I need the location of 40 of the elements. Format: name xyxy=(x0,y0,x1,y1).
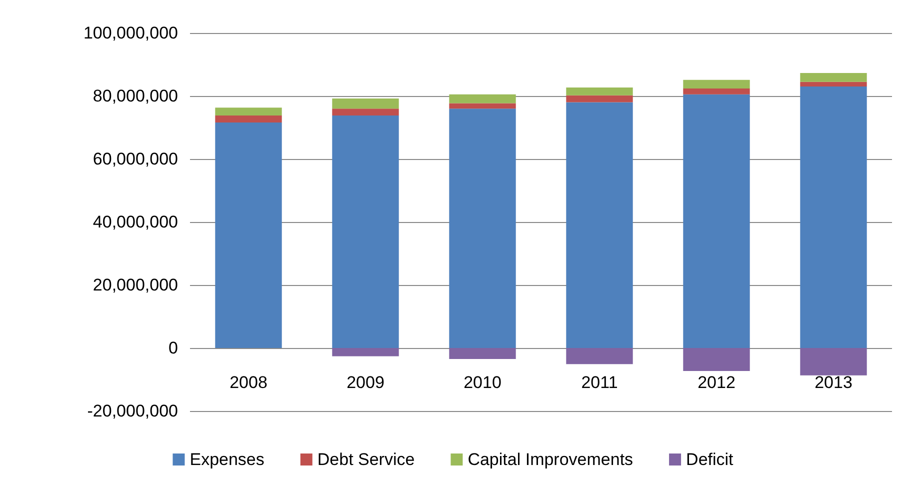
y-tick-label: 40,000,000 xyxy=(92,212,178,232)
y-tick-label: -20,000,000 xyxy=(87,402,178,420)
legend-label: Debt Service xyxy=(317,450,415,469)
bar xyxy=(800,348,867,376)
bar xyxy=(449,108,516,348)
bar xyxy=(449,94,516,104)
bar xyxy=(449,348,516,360)
y-tick-label: 100,000,000 xyxy=(83,24,178,42)
bar xyxy=(683,94,750,348)
bar xyxy=(332,98,399,109)
bar xyxy=(800,82,867,87)
x-tick-label: 2013 xyxy=(814,373,852,392)
bar xyxy=(332,108,399,116)
y-tick-label: 20,000,000 xyxy=(92,276,178,294)
bar xyxy=(566,87,633,96)
bar xyxy=(215,108,282,116)
bar xyxy=(566,348,633,364)
bar xyxy=(683,80,750,88)
bar xyxy=(800,73,867,82)
y-tick-label: 80,000,000 xyxy=(92,86,178,106)
bar xyxy=(800,86,867,348)
bar xyxy=(683,88,750,94)
bar xyxy=(332,116,399,348)
bar xyxy=(449,103,516,109)
legend-label: Expenses xyxy=(190,450,264,469)
x-tick-label: 2010 xyxy=(464,373,502,392)
bar xyxy=(215,122,282,348)
x-tick-label: 2009 xyxy=(346,373,384,392)
y-tick-label: 60,000,000 xyxy=(92,150,178,168)
legend-label: Capital Improvements xyxy=(468,450,634,469)
y-tick-label: 0 xyxy=(168,338,178,358)
bar xyxy=(215,116,282,122)
bar xyxy=(683,348,750,371)
legend-label: Deficit xyxy=(686,450,734,469)
bar xyxy=(332,348,399,356)
x-tick-label: 2011 xyxy=(581,373,618,392)
x-tick-label: 2012 xyxy=(698,373,736,392)
bar xyxy=(566,95,633,102)
bar xyxy=(566,102,633,348)
x-tick-label: 2008 xyxy=(230,373,268,392)
